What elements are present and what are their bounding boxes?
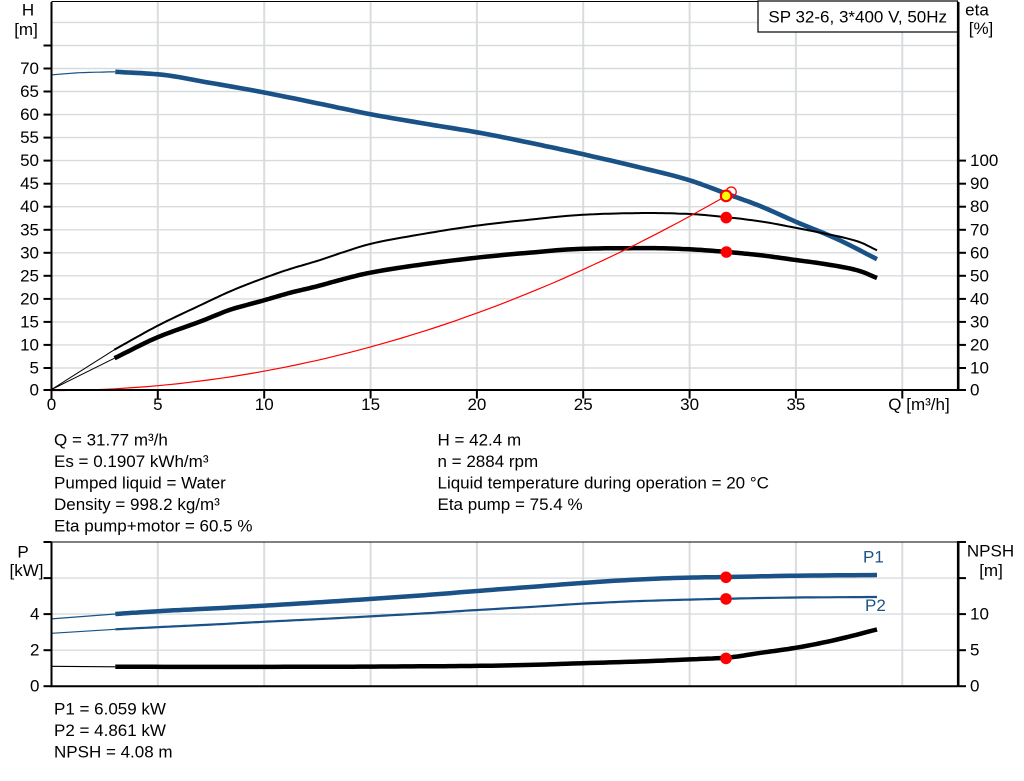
svg-text:NPSH = 4.08 m: NPSH = 4.08 m: [54, 743, 173, 762]
svg-text:NPSH: NPSH: [967, 542, 1014, 561]
svg-text:30: 30: [970, 312, 989, 331]
svg-text:25: 25: [574, 395, 593, 414]
svg-text:20: 20: [467, 395, 486, 414]
svg-text:20: 20: [970, 335, 989, 354]
svg-text:10: 10: [970, 359, 989, 378]
svg-text:10: 10: [255, 395, 274, 414]
svg-text:[kW]: [kW]: [10, 561, 44, 580]
svg-text:65: 65: [20, 82, 39, 101]
svg-text:H = 42.4 m: H = 42.4 m: [438, 431, 522, 450]
svg-text:5: 5: [30, 359, 39, 378]
svg-text:30: 30: [20, 243, 39, 262]
svg-text:45: 45: [20, 174, 39, 193]
svg-text:5: 5: [153, 395, 162, 414]
svg-text:P: P: [17, 543, 28, 562]
svg-text:0: 0: [970, 381, 979, 400]
svg-text:80: 80: [970, 197, 989, 216]
svg-text:100: 100: [970, 151, 998, 170]
svg-text:[m]: [m]: [979, 561, 1003, 580]
svg-text:10: 10: [970, 605, 989, 624]
svg-text:10: 10: [20, 335, 39, 354]
svg-text:20: 20: [20, 289, 39, 308]
svg-text:H: H: [22, 1, 34, 20]
svg-text:35: 35: [20, 220, 39, 239]
svg-text:15: 15: [361, 395, 380, 414]
svg-text:Eta pump = 75.4 %: Eta pump = 75.4 %: [438, 495, 583, 514]
svg-text:90: 90: [970, 174, 989, 193]
svg-text:60: 60: [970, 243, 989, 262]
svg-text:70: 70: [970, 220, 989, 239]
svg-text:30: 30: [680, 395, 699, 414]
svg-text:0: 0: [970, 677, 979, 696]
svg-text:n = 2884 rpm: n = 2884 rpm: [438, 452, 539, 471]
svg-text:25: 25: [20, 266, 39, 285]
svg-text:Eta pump+motor = 60.5 %: Eta pump+motor = 60.5 %: [54, 516, 252, 535]
svg-text:60: 60: [20, 105, 39, 124]
svg-text:Q = 31.77 m³/h: Q = 31.77 m³/h: [54, 431, 168, 450]
svg-text:50: 50: [20, 151, 39, 170]
svg-text:40: 40: [970, 289, 989, 308]
svg-text:[%]: [%]: [969, 19, 994, 38]
svg-text:P1 = 6.059 kW: P1 = 6.059 kW: [54, 700, 166, 719]
svg-text:P2 = 4.861 kW: P2 = 4.861 kW: [54, 721, 166, 740]
svg-text:4: 4: [30, 605, 39, 624]
svg-text:eta: eta: [965, 1, 989, 20]
svg-text:55: 55: [20, 128, 39, 147]
svg-text:Liquid temperature during oper: Liquid temperature during operation = 20…: [438, 474, 769, 493]
svg-text:P1: P1: [863, 548, 884, 567]
svg-text:SP 32-6, 3*400 V, 50Hz: SP 32-6, 3*400 V, 50Hz: [768, 8, 947, 27]
svg-text:Q [m³/h]: Q [m³/h]: [888, 395, 949, 414]
svg-text:0: 0: [30, 381, 39, 400]
svg-text:Density = 998.2 kg/m³: Density = 998.2 kg/m³: [54, 495, 220, 514]
svg-text:5: 5: [970, 641, 979, 660]
svg-text:Es = 0.1907 kWh/m³: Es = 0.1907 kWh/m³: [54, 452, 209, 471]
svg-text:Pumped liquid = Water: Pumped liquid = Water: [54, 474, 226, 493]
svg-text:40: 40: [20, 197, 39, 216]
svg-text:35: 35: [786, 395, 805, 414]
svg-text:50: 50: [970, 266, 989, 285]
svg-text:0: 0: [30, 677, 39, 696]
svg-text:P2: P2: [865, 596, 886, 615]
svg-text:15: 15: [20, 312, 39, 331]
svg-text:70: 70: [20, 59, 39, 78]
svg-text:2: 2: [30, 641, 39, 660]
svg-text:[m]: [m]: [14, 20, 38, 39]
svg-text:0: 0: [47, 395, 56, 414]
